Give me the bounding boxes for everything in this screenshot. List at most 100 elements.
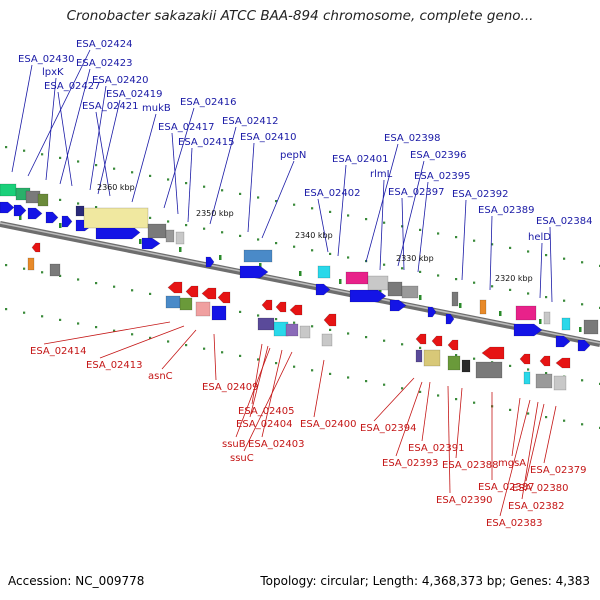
gene-label-top: ESA_02401 (332, 154, 389, 165)
gene-label-top: ESA_02424 (76, 39, 133, 50)
gene-feature-box (401, 285, 419, 299)
gene-label-top: ESA_02416 (180, 97, 237, 108)
gene-label-top: ESA_02389 (478, 205, 535, 216)
reverse-gene-arrow (447, 339, 459, 351)
leader-line (337, 164, 347, 257)
track-dot (563, 419, 566, 422)
track-dot (239, 310, 242, 313)
track-dot (221, 351, 224, 354)
track-dot (383, 221, 386, 224)
reverse-gene-arrow (201, 287, 217, 300)
track-dot (5, 146, 8, 149)
track-dot (455, 354, 458, 357)
track-dot (311, 207, 314, 210)
track-dot (167, 220, 170, 223)
track-dot (581, 379, 584, 382)
leader-line (251, 343, 263, 405)
gene-feature-box (179, 297, 193, 311)
gene-feature-box (523, 371, 531, 385)
track-dot (401, 387, 404, 390)
gene-label-bottom: ESA_02387 (478, 482, 535, 493)
gene-label-top: ESA_02395 (414, 171, 471, 182)
gene-feature-box (257, 317, 275, 331)
track-dot (473, 239, 476, 242)
reverse-gene-arrow (481, 346, 505, 360)
gene-feature-box (515, 305, 537, 321)
track-dot (527, 292, 530, 295)
track-dot (491, 285, 494, 288)
gene-label-top: ESA_02415 (178, 137, 235, 148)
gene-label-bottom: ESA_02380 (512, 483, 569, 494)
track-dot (95, 206, 98, 209)
leader-line (11, 64, 33, 173)
track-dot (383, 339, 386, 342)
forward-gene-arrow (349, 289, 387, 303)
gene-label-bottom: ssuC (230, 453, 254, 464)
gene-label-bottom: ESA_02383 (486, 518, 543, 529)
track-dot (437, 274, 440, 277)
reverse-gene-arrow (431, 335, 443, 347)
reverse-gene-arrow (555, 357, 571, 369)
track-dot (329, 372, 332, 375)
reverse-gene-arrow (217, 291, 231, 304)
leader-line (417, 181, 429, 273)
gene-feature-box (147, 223, 167, 239)
gene-label-top: ESA_02430 (18, 54, 75, 65)
gene-feature-box (461, 359, 471, 373)
leader-line (187, 147, 193, 223)
leader-line (235, 347, 271, 438)
forward-gene-arrow (389, 299, 407, 312)
leader-line (511, 397, 521, 457)
track-dot (131, 333, 134, 336)
leader-line (43, 321, 171, 345)
forward-gene-arrow (205, 256, 215, 268)
track-dot (185, 182, 188, 185)
track-dot (239, 192, 242, 195)
track-dot (23, 311, 26, 314)
leader-line (171, 132, 179, 215)
leader-line (27, 49, 91, 177)
gene-feature-box (175, 231, 185, 245)
scale-tick (299, 271, 302, 276)
backbone-highlight (0, 222, 600, 344)
leader-line (247, 142, 255, 233)
leader-line (163, 107, 195, 209)
track-dot (329, 252, 332, 255)
track-dot (419, 270, 422, 273)
gene-feature-box (195, 301, 211, 317)
track-dot (167, 178, 170, 181)
gene-label-bottom: ssuB (222, 439, 246, 450)
reverse-gene-arrow (289, 304, 303, 316)
track-dot (545, 296, 548, 299)
track-dot (347, 376, 350, 379)
forward-gene-arrow (239, 265, 269, 279)
forward-gene-arrow (13, 204, 27, 217)
gene-label-bottom: ESA_02414 (30, 346, 87, 357)
gene-label-top: mukB (142, 103, 171, 114)
gene-feature-box (75, 205, 85, 217)
gene-feature-box (367, 275, 389, 291)
gene-feature-box (423, 349, 441, 367)
gene-label-top: ESA_02384 (536, 216, 593, 227)
track-dot (455, 236, 458, 239)
leader-line (543, 405, 557, 464)
gene-feature-box (583, 319, 599, 335)
track-dot (41, 271, 44, 274)
track-dot (545, 416, 548, 419)
chromosome-backbone (0, 221, 600, 347)
track-dot (221, 231, 224, 234)
track-dot (419, 346, 422, 349)
scale-tick (139, 239, 142, 244)
gene-label-bottom: ESA_02400 (300, 419, 357, 430)
track-dot (347, 256, 350, 259)
map-title: Cronobacter sakazakii ATCC BAA-894 chrom… (66, 8, 534, 24)
leader-line (525, 403, 545, 482)
track-dot (77, 322, 80, 325)
track-dot (293, 365, 296, 368)
scale-label: 2320 kbp (495, 274, 533, 283)
gene-label-bottom: ESA_02379 (530, 465, 587, 476)
track-dot (5, 308, 8, 311)
gene-label-bottom: ESA_02382 (508, 501, 565, 512)
backbone-band (0, 221, 600, 347)
